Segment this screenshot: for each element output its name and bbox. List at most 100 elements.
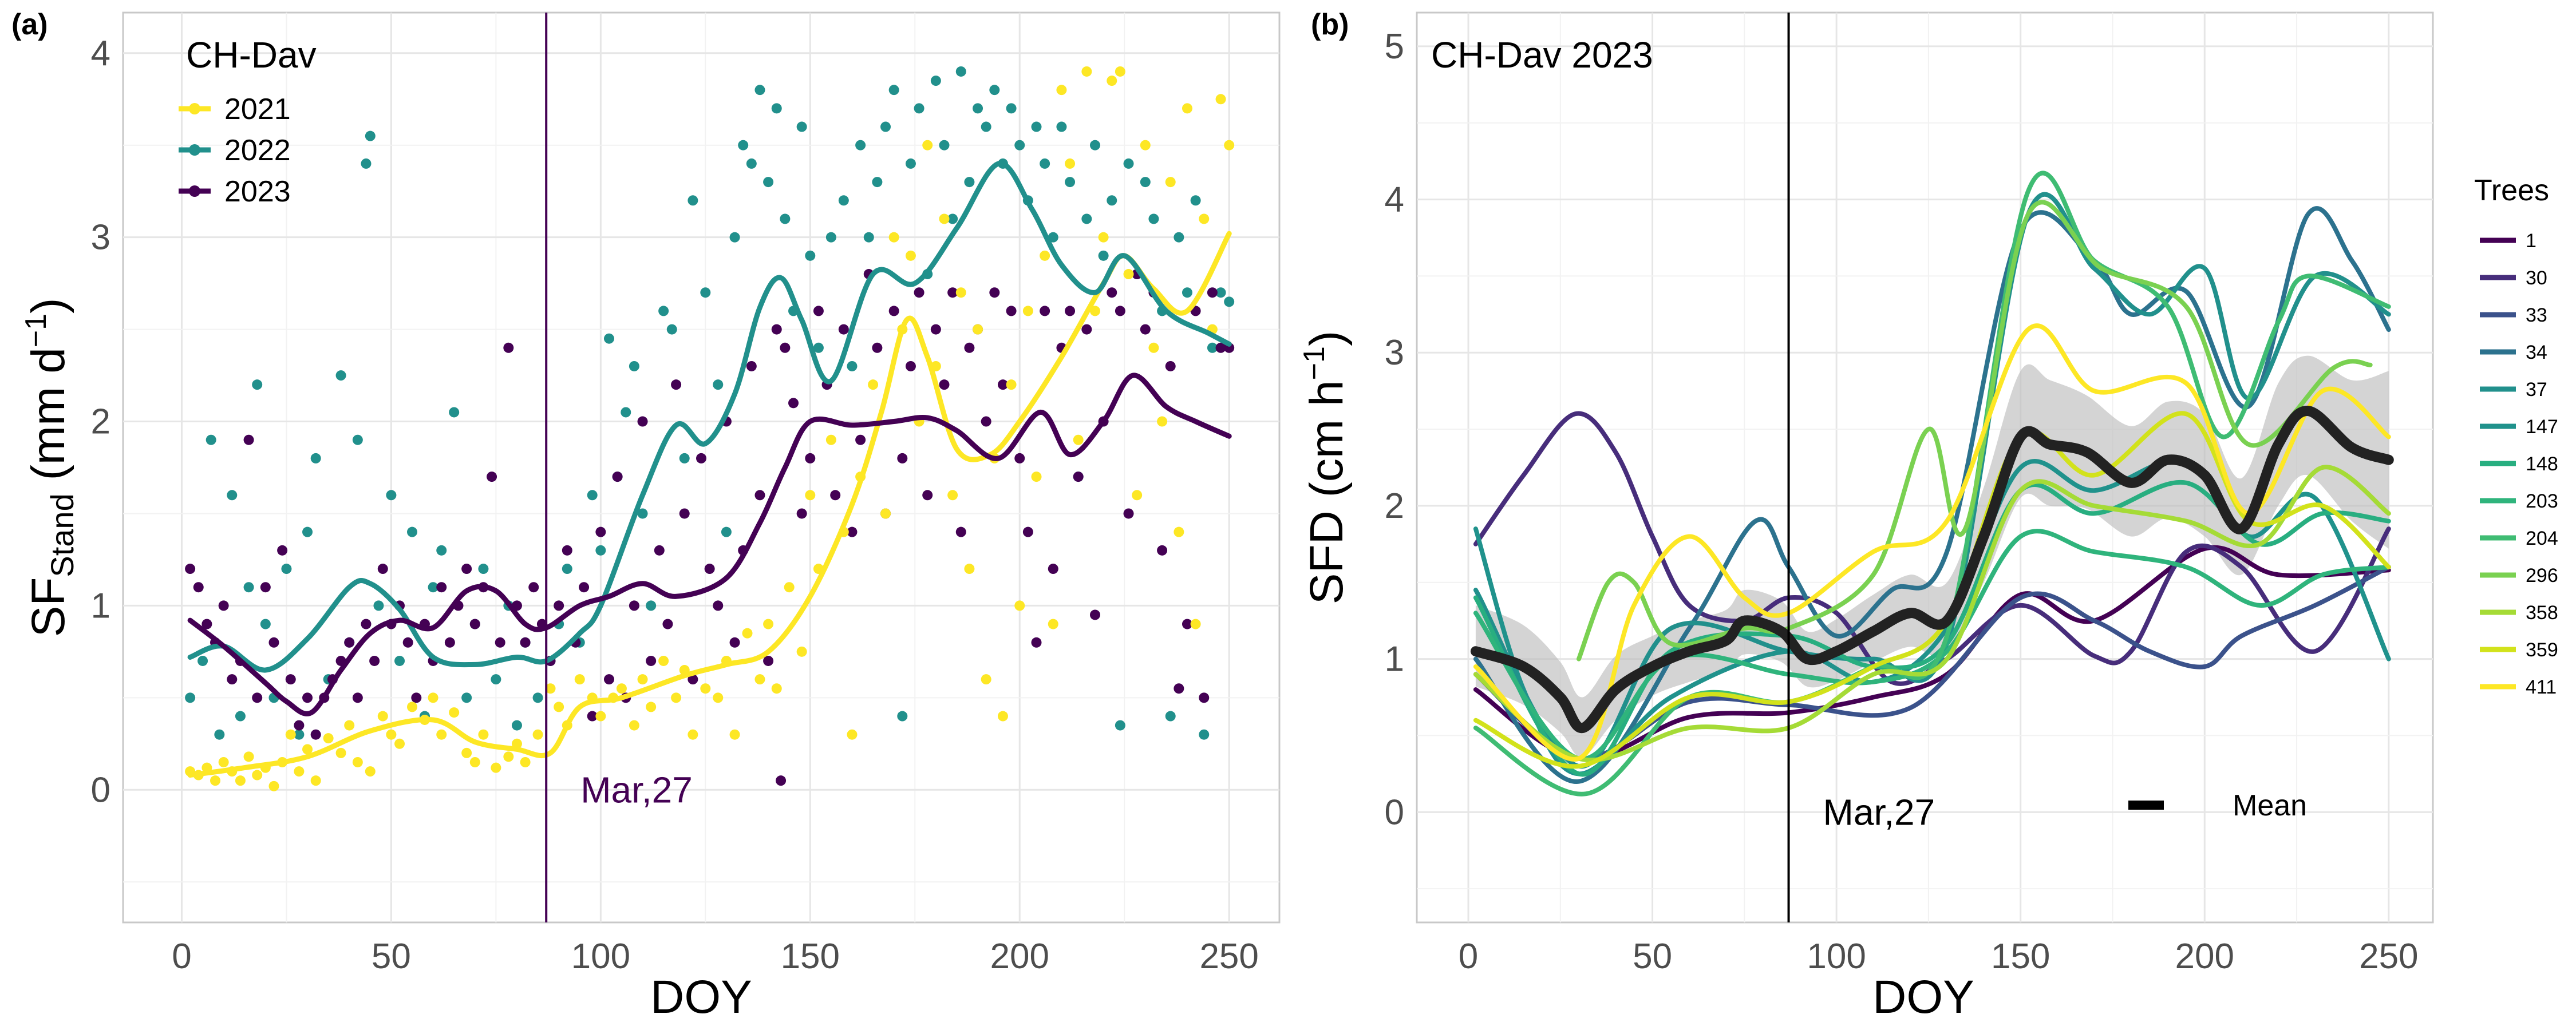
tree-legend-label-33: 33	[2526, 304, 2547, 326]
point-2021	[671, 692, 682, 703]
point-2021	[243, 751, 254, 762]
point-2023	[487, 472, 497, 482]
tree-line-411	[1473, 323, 2391, 762]
point-2022	[1089, 140, 1100, 150]
point-2021	[729, 729, 740, 740]
point-2023	[612, 472, 623, 482]
point-2022	[825, 232, 836, 243]
tree-legend-label-30: 30	[2526, 267, 2547, 289]
point-2023	[520, 637, 531, 648]
smooth-line-2023	[187, 373, 1232, 716]
point-2022	[361, 158, 372, 169]
point-2023	[805, 453, 816, 464]
tree-legend-label-296: 296	[2526, 565, 2558, 587]
panel-b-x-ticks: 0 50 100 150 200 250	[1459, 937, 2419, 976]
tree-legend-label-147: 147	[2526, 416, 2558, 438]
point-2023	[662, 619, 673, 629]
point-2021	[1014, 600, 1025, 611]
point-2022	[847, 360, 858, 371]
point-2022	[646, 600, 657, 611]
point-2022	[1182, 287, 1192, 298]
point-2021	[595, 711, 606, 722]
point-2021	[955, 287, 966, 298]
point-2022	[629, 360, 639, 371]
point-2022	[252, 379, 263, 390]
panel-b-trees-legend: Trees 1 30 33 34 37 147 148 203 204 296 358 359 411	[2474, 174, 2558, 698]
x-tick-label: 100	[1807, 937, 1866, 976]
panel-a-y-title-sub: Stand	[44, 493, 80, 577]
x-tick-label: 250	[2359, 937, 2418, 976]
point-2022	[197, 655, 208, 666]
panel-a-y-title-units: (mm d	[22, 347, 74, 493]
point-2023	[1073, 472, 1084, 482]
legend-key-point-2023	[189, 185, 200, 197]
y-tick-label: 4	[91, 34, 110, 73]
panel-b-mean-legend-label: Mean	[2233, 789, 2307, 822]
point-2021	[1215, 94, 1226, 105]
point-2023	[461, 564, 472, 575]
point-2023	[562, 545, 572, 556]
panel-b-trees-legend-title: Trees	[2474, 174, 2549, 207]
y-tick-label: 2	[1385, 486, 1404, 526]
tree-line-30	[1473, 411, 2391, 686]
point-2021	[545, 683, 556, 694]
point-2022	[738, 140, 749, 150]
panel-a-legend-title: CH-Dav	[186, 34, 317, 76]
point-2023	[310, 729, 321, 740]
point-2023	[1207, 287, 1218, 298]
point-2023	[528, 582, 539, 593]
point-2022	[897, 711, 908, 722]
point-2021	[1224, 140, 1235, 150]
point-2021	[713, 692, 724, 703]
point-2022	[621, 407, 631, 418]
point-2022	[1081, 213, 1092, 224]
point-2021	[784, 582, 795, 593]
y-tick-label: 1	[91, 586, 110, 625]
panel-b-y-axis-title: SFD (cm h−1)	[1298, 331, 1353, 604]
point-2021	[1107, 76, 1117, 86]
tree-legend-label-203: 203	[2526, 490, 2558, 512]
point-2022	[335, 370, 346, 381]
point-2023	[1081, 324, 1092, 335]
point-2023	[1157, 545, 1168, 556]
point-2023	[495, 637, 505, 648]
point-2022	[562, 564, 572, 575]
point-2022	[603, 333, 614, 344]
point-2021	[1190, 619, 1201, 629]
point-2021	[868, 379, 879, 390]
point-2023	[377, 564, 388, 575]
point-2021	[285, 729, 296, 740]
point-2021	[880, 508, 891, 519]
panel-b-title: CH-Dav 2023	[1431, 34, 1653, 76]
x-tick-label: 250	[1199, 937, 1258, 976]
point-2022	[763, 177, 774, 188]
x-tick-label: 50	[1633, 937, 1672, 976]
point-2021	[616, 683, 627, 694]
point-2023	[587, 711, 598, 722]
point-2021	[700, 683, 711, 694]
point-2022	[1006, 103, 1017, 114]
point-2022	[637, 508, 648, 519]
y-tick-label: 0	[91, 770, 110, 810]
point-2022	[955, 66, 966, 77]
point-2022	[294, 729, 305, 740]
point-2022	[227, 490, 238, 501]
point-2021	[574, 674, 585, 685]
point-2022	[880, 121, 891, 132]
panel-a-y-title-close: )	[22, 298, 74, 314]
point-2021	[352, 756, 363, 767]
x-tick-label: 150	[781, 937, 840, 976]
point-2021	[637, 674, 648, 685]
point-2023	[369, 655, 380, 666]
point-2022	[1056, 121, 1067, 132]
point-2021	[218, 756, 229, 767]
point-2021	[742, 628, 753, 639]
point-2021	[310, 775, 321, 786]
point-2022	[365, 130, 376, 141]
point-2022	[905, 158, 916, 169]
point-2021	[554, 702, 564, 712]
point-2021	[688, 729, 698, 740]
point-2021	[981, 674, 991, 685]
point-2022	[1107, 195, 1117, 206]
tree-line-34	[1473, 206, 2391, 784]
